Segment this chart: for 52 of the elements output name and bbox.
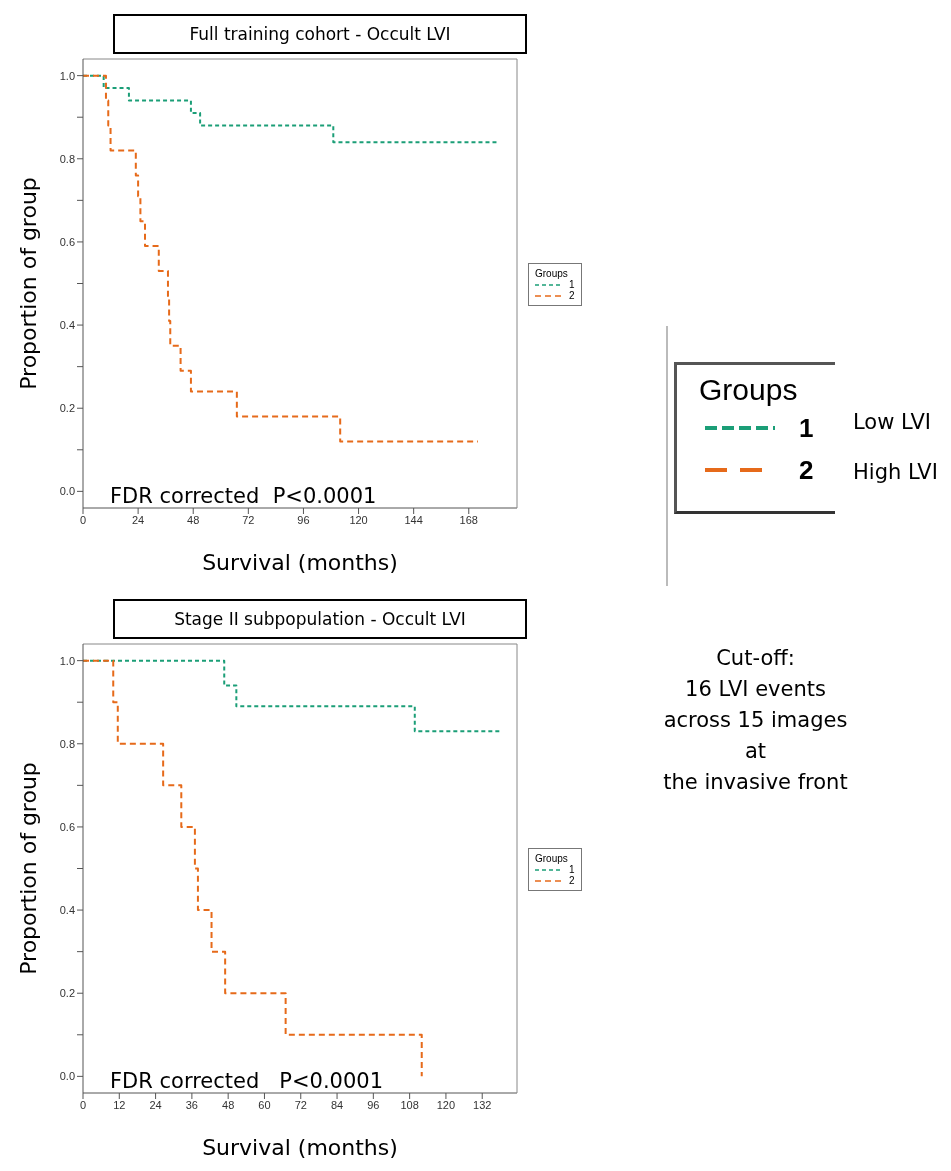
x-tick-label: 168	[459, 513, 478, 526]
x-tick-label: 12	[113, 1098, 126, 1111]
x-tick-label: 0	[79, 1098, 87, 1111]
x-axis-title: Survival (months)	[202, 1135, 398, 1160]
y-tick-label: 0.8	[59, 737, 75, 750]
x-tick-label: 96	[297, 513, 310, 526]
x-tick-label: 72	[242, 513, 255, 526]
legend-label: 1	[569, 279, 575, 290]
x-axis-title: Survival (months)	[202, 550, 398, 575]
y-tick-label: 0.6	[59, 820, 75, 833]
x-tick-label: 120	[436, 1098, 456, 1111]
legend-label: 2	[569, 875, 575, 886]
x-tick-label: 96	[367, 1098, 380, 1111]
x-tick-label: 24	[131, 513, 145, 526]
y-tick-label: 1.0	[59, 69, 75, 82]
text: Low LVI	[853, 410, 931, 434]
x-tick-label: 144	[404, 513, 423, 526]
y-tick-label: 0.2	[59, 987, 75, 1000]
x-tick-label: 108	[400, 1098, 419, 1111]
chart-title: Stage II subpopulation - Occult LVI	[113, 599, 527, 639]
annotation: FDR corrected P<0.0001	[110, 1069, 384, 1093]
y-tick-label: 0.6	[59, 235, 75, 248]
y-axis-title: Proportion of group	[15, 177, 41, 390]
chart-title: Full training cohort - Occult LVI	[113, 14, 527, 54]
annotation: FDR corrected P<0.0001	[110, 484, 377, 508]
y-tick-label: 0.8	[59, 152, 75, 165]
x-tick-label: 120	[349, 513, 368, 526]
x-tick-label: 72	[294, 1098, 307, 1111]
x-tick-label: 48	[222, 1098, 235, 1111]
y-tick-label: 0.4	[59, 903, 75, 916]
x-tick-label: 0	[79, 513, 87, 526]
y-axis-title: Proportion of group	[15, 762, 41, 975]
legend-title: Groups	[535, 853, 569, 864]
x-tick-label: 84	[330, 1098, 344, 1111]
text: High LVI	[853, 460, 938, 484]
x-tick-label: 48	[187, 513, 200, 526]
x-tick-label: 60	[258, 1098, 271, 1111]
y-tick-label: 0.4	[59, 318, 75, 331]
y-tick-label: 1.0	[59, 654, 75, 667]
x-tick-label: 132	[473, 1098, 492, 1111]
legend-label: 1	[569, 864, 575, 875]
legend-title: Groups	[535, 268, 569, 279]
y-tick-label: 0.0	[59, 485, 75, 498]
x-tick-label: 36	[185, 1098, 198, 1111]
y-tick-label: 0.2	[59, 402, 75, 415]
text: 2	[799, 454, 814, 485]
text: Groups	[699, 373, 798, 406]
legend-label: 2	[569, 290, 575, 301]
x-tick-label: 24	[149, 1098, 162, 1111]
text: Cut-off: 16 LVI events across 15 images at the invasive front	[662, 645, 849, 796]
text: 1	[799, 412, 814, 443]
y-tick-label: 0.0	[59, 1070, 75, 1083]
